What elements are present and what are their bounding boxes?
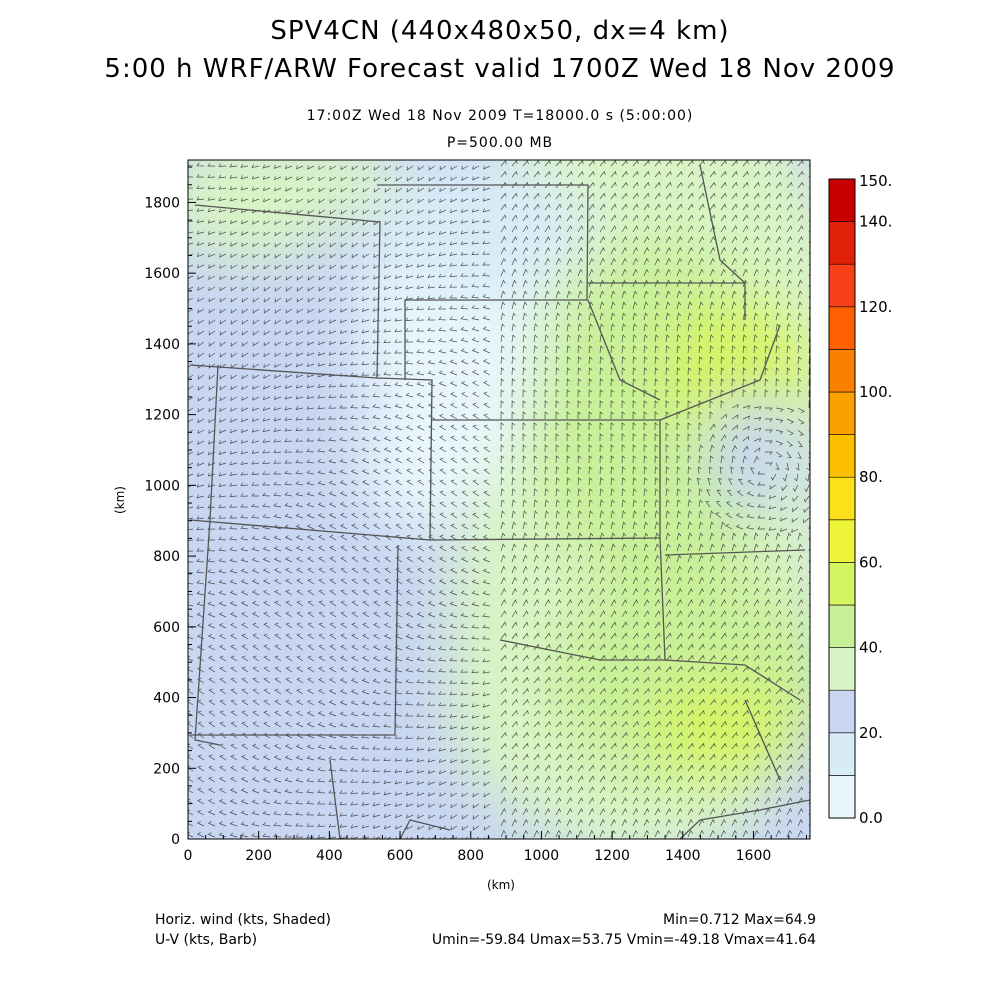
- colorbar-bin: [828, 349, 856, 393]
- y-tick-label: 400: [153, 691, 180, 707]
- state-boundary: [189, 519, 431, 541]
- y-tick-label: 1200: [144, 408, 180, 424]
- colorbar-bin: [828, 434, 856, 478]
- wind-barbs: [188, 160, 810, 839]
- colorbar-label: 20.: [859, 724, 883, 742]
- y-tick-label: 600: [153, 620, 180, 636]
- footer-shaded-label: Horiz. wind (kts, Shaded): [155, 912, 331, 928]
- state-boundary: [744, 699, 781, 781]
- state-boundary: [194, 364, 221, 746]
- colorbar-bin: [828, 732, 856, 776]
- plot-area: [188, 160, 810, 839]
- x-tick-label: 1400: [665, 848, 701, 864]
- colorbar-frame: [828, 178, 856, 819]
- state-boundary: [377, 184, 589, 380]
- colorbar-label: 0.0: [859, 809, 883, 827]
- shade-region: [710, 395, 800, 515]
- x-tick-label: 1200: [594, 848, 630, 864]
- colorbar-label: 150.: [859, 172, 892, 190]
- colorbar-bin: [828, 391, 856, 435]
- colorbar-bin: [828, 689, 856, 734]
- colorbar-label: 80.: [859, 468, 883, 486]
- colorbar-label: 40.: [859, 639, 883, 657]
- valid-time-line: 17:00Z Wed 18 Nov 2009 T=18000.0 s (5:00…: [306, 108, 694, 124]
- x-tick-label: 200: [245, 848, 272, 864]
- shade-region: [370, 160, 590, 300]
- y-axis-label: (km): [113, 486, 127, 514]
- x-tick-label: 0: [184, 848, 193, 864]
- state-boundary: [679, 799, 810, 839]
- chart-title: SPV4CN (440x480x50, dx=4 km): [270, 16, 730, 46]
- y-tick-label: 0: [171, 832, 180, 848]
- colorbar-bin: [828, 476, 856, 521]
- x-axis: 0 200 400 600 800 1000 1200 1400 1600: [184, 831, 807, 864]
- state-boundary: [189, 364, 378, 379]
- y-axis: 0 200 400 600 800 1000 1200 1400 1600 1800: [144, 166, 196, 848]
- footer-barb-label: U-V (kts, Barb): [155, 932, 258, 948]
- footer-uv-range: Umin=-59.84 Umax=53.75 Vmin=-49.18 Vmax=…: [431, 932, 816, 948]
- colorbar: 0.0 20. 40. 60. 80. 100. 120. 140. 150.: [828, 172, 892, 827]
- state-boundary: [190, 544, 399, 736]
- x-tick-label: 400: [316, 848, 343, 864]
- y-tick-label: 1400: [144, 337, 180, 353]
- colorbar-bin: [828, 562, 856, 606]
- pressure-level-line: P=500.00 MB: [446, 135, 554, 151]
- y-tick-label: 1000: [144, 478, 180, 494]
- plot-frame: [187, 159, 811, 840]
- shade-region: [650, 680, 790, 780]
- y-tick-label: 1600: [144, 266, 180, 282]
- x-tick-label: 1000: [524, 848, 560, 864]
- state-boundary: [659, 537, 801, 701]
- colorbar-bin: [828, 647, 856, 691]
- state-boundary: [499, 639, 665, 661]
- footer-min-max: Min=0.712 Max=64.9: [663, 912, 816, 928]
- colorbar-label: 100.: [859, 383, 892, 401]
- y-tick-label: 1800: [144, 195, 180, 211]
- chart-subtitle: 5:00 h WRF/ARW Forecast valid 1700Z Wed …: [104, 54, 896, 84]
- shade-region: [360, 410, 480, 530]
- x-axis-label: (km): [487, 878, 515, 892]
- colorbar-label: 140.: [859, 213, 892, 231]
- x-tick-label: 1600: [736, 848, 772, 864]
- state-boundary: [664, 549, 806, 556]
- state-boundary: [699, 164, 746, 284]
- x-tick-label: 800: [457, 848, 484, 864]
- colorbar-bin: [828, 178, 856, 222]
- colorbar-bin: [828, 306, 856, 350]
- wind-barb-field: [188, 160, 810, 839]
- colorbar-bin: [828, 263, 856, 308]
- colorbar-bin: [828, 775, 856, 819]
- y-tick-label: 200: [153, 761, 180, 777]
- colorbar-label: 120.: [859, 298, 892, 316]
- x-tick-label: 600: [387, 848, 414, 864]
- colorbar-bin: [828, 221, 856, 265]
- state-boundary: [587, 299, 661, 401]
- colorbar-bin: [828, 519, 856, 563]
- colorbar-label: 60.: [859, 553, 883, 571]
- y-tick-label: 800: [153, 549, 180, 565]
- state-boundaries: [189, 164, 810, 839]
- colorbar-bin: [828, 604, 856, 648]
- state-boundary: [399, 819, 451, 839]
- state-boundary: [659, 324, 781, 421]
- state-boundary: [329, 759, 341, 839]
